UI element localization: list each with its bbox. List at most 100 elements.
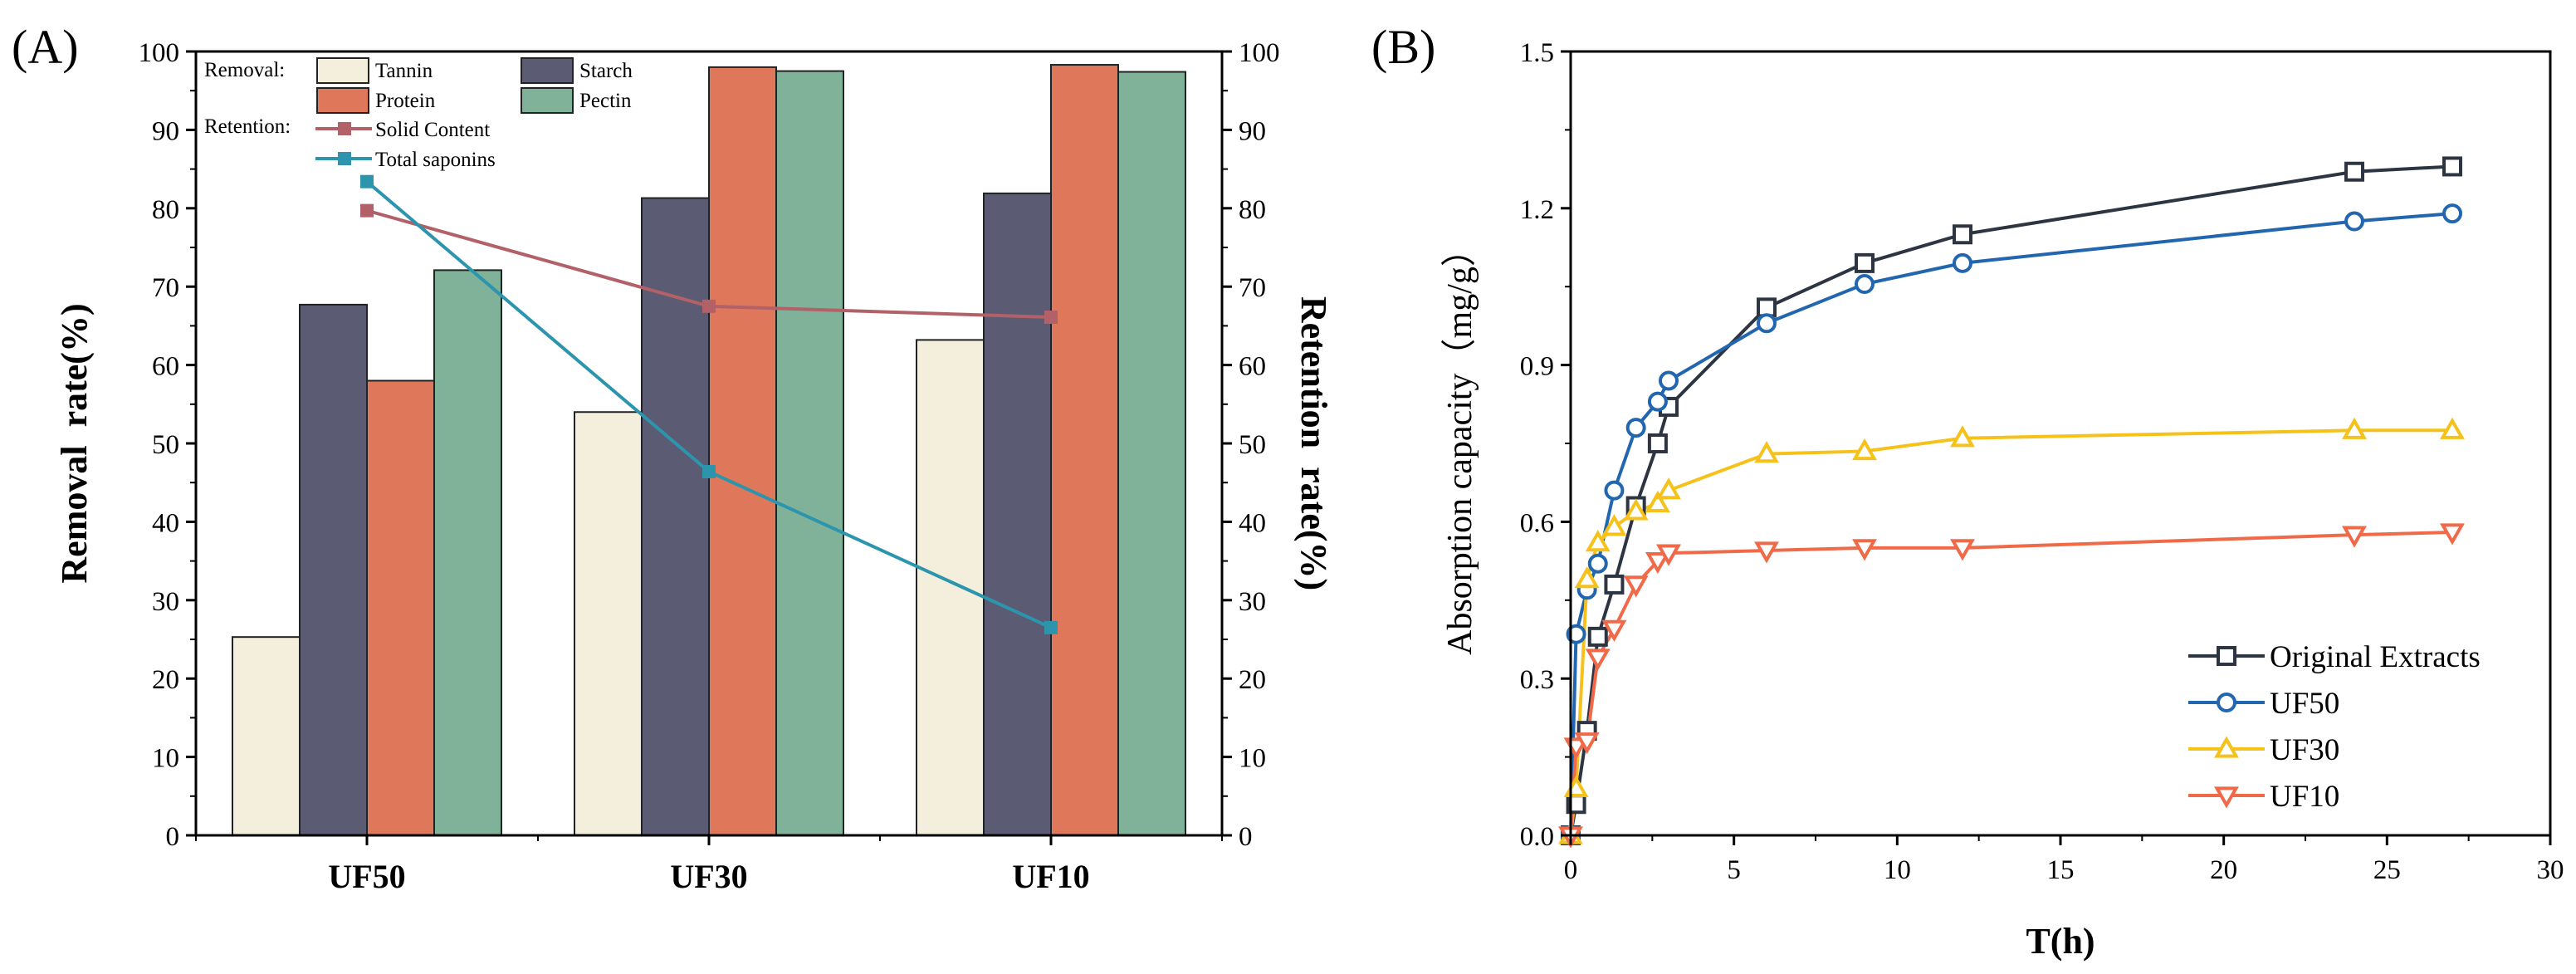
x-tick-label: 20 <box>2210 855 2237 885</box>
point-uf10 <box>1645 551 1670 575</box>
legend-marker-original <box>2217 646 2236 666</box>
right-tick-label: 20 <box>1239 665 1266 695</box>
y-tick-label: 1.5 <box>1520 38 1554 68</box>
point-uf30 <box>1574 566 1600 589</box>
right-tick-label: 90 <box>1239 116 1266 146</box>
point-uf50 <box>1566 624 1586 644</box>
point-uf30 <box>1754 441 1779 463</box>
retention-lines-group <box>360 174 1058 634</box>
point-uf30 <box>1623 498 1649 521</box>
legend-a: Removal: Retention: Tannin Starch Protein P… <box>204 57 633 171</box>
y-axis-ticks: 0.0 0.3 0.6 0.9 1.2 1.5 <box>1520 38 1571 852</box>
legend-swatch-pectin <box>521 87 574 114</box>
left-tick-label: 100 <box>139 38 180 68</box>
bar-starch-uf30 <box>641 197 710 836</box>
category-labels: UF50 UF30 UF10 <box>195 835 1223 895</box>
legend-swatch-protein <box>316 87 369 114</box>
legend-label-starch: Starch <box>579 60 633 82</box>
left-tick-label: 70 <box>152 273 179 303</box>
point-uf10 <box>1754 541 1779 564</box>
point-uf30 <box>1656 477 1681 500</box>
left-tick-label: 80 <box>152 195 179 225</box>
point-uf10 <box>1852 539 1877 561</box>
left-tick-label: 50 <box>152 430 179 460</box>
left-tick-label: 20 <box>152 665 179 695</box>
right-tick-label: 80 <box>1239 195 1266 225</box>
legend-b: Original Extracts UF50 UF30 UF10 <box>2188 640 2481 814</box>
right-axis-ticks: 0 10 20 30 40 50 60 70 80 90 100 <box>1222 38 1280 852</box>
legend-label-pectin: Pectin <box>579 90 632 112</box>
legend-marker-uf10 <box>2214 786 2239 809</box>
point-uf30 <box>1601 514 1627 536</box>
point-uf30 <box>1852 438 1877 461</box>
category-label: UF30 <box>670 858 747 895</box>
point-uf50 <box>1587 553 1608 574</box>
point-original <box>1604 574 1625 595</box>
y-tick-label: 0.3 <box>1520 665 1554 695</box>
point-uf50 <box>2344 211 2364 232</box>
right-tick-label: 0 <box>1239 822 1253 852</box>
point-uf10 <box>1585 649 1611 671</box>
legend-marker-uf50 <box>2217 693 2236 712</box>
bar-pectin-uf30 <box>775 70 844 837</box>
x-axis-ticks: 0 5 10 15 20 25 30 <box>1564 835 2564 885</box>
series-lines-group <box>1558 156 2465 849</box>
legend-label-uf50: UF50 <box>2270 687 2339 721</box>
right-tick-label: 40 <box>1239 508 1266 538</box>
point-uf10 <box>1574 732 1600 755</box>
y-tick-label: 1.2 <box>1520 195 1554 225</box>
right-tick-label: 70 <box>1239 273 1266 303</box>
point-uf10 <box>1601 619 1627 642</box>
x-tick-label: 0 <box>1564 855 1578 885</box>
point-uf30 <box>1950 425 1975 448</box>
panel-b-label: (B) <box>1371 20 1435 74</box>
x-tick-label: 15 <box>2047 855 2075 885</box>
y-tick-label: 0.6 <box>1520 508 1554 538</box>
legend-label-solid_content: Solid Content <box>375 119 490 141</box>
left-tick-label: 40 <box>152 508 179 538</box>
point-solid_content-uf10 <box>1044 311 1058 325</box>
point-original <box>1647 433 1668 453</box>
right-tick-label: 50 <box>1239 430 1266 460</box>
x-tick-label: 5 <box>1727 855 1741 885</box>
x-tick-label: 25 <box>2373 855 2401 885</box>
bar-starch-uf50 <box>299 303 368 836</box>
point-solid_content-uf50 <box>360 203 374 218</box>
left-tick-label: 0 <box>166 822 180 852</box>
legend-label-total_saponins: Total saponins <box>375 149 496 171</box>
legend-retention-label: Retention: <box>204 115 291 138</box>
legend-swatch-tannin <box>316 57 369 84</box>
legend-label-tannin: Tannin <box>375 60 433 82</box>
point-original <box>2442 156 2462 177</box>
point-uf10 <box>2342 526 2367 548</box>
line-uf30 <box>1569 428 2452 836</box>
point-total_saponins-uf50 <box>360 174 374 188</box>
point-original <box>1855 252 1875 273</box>
y-tick-label: 0.0 <box>1520 822 1554 852</box>
panel-a-chart: 0 10 20 30 40 50 60 70 80 90 100 0 10 20 30 40 50 60 70 80… <box>54 38 1334 895</box>
bar-starch-uf10 <box>983 192 1052 836</box>
point-uf50 <box>2442 203 2462 224</box>
left-tick-label: 90 <box>152 116 179 146</box>
bar-tannin-uf30 <box>574 411 643 836</box>
point-uf50 <box>1855 274 1875 295</box>
bar-protein-uf10 <box>1050 64 1119 837</box>
point-original <box>1953 224 1972 245</box>
point-uf30 <box>2342 417 2367 439</box>
point-uf50 <box>1625 418 1646 438</box>
legend-label-uf30: UF30 <box>2270 733 2339 767</box>
legend-marker-total_saponins <box>338 152 351 165</box>
legend-marker-uf30 <box>2214 736 2239 758</box>
bar-pectin-uf50 <box>433 269 502 837</box>
point-uf50 <box>1953 252 1972 273</box>
point-uf30 <box>2440 417 2465 439</box>
x-tick-label: 10 <box>1884 855 1911 885</box>
bar-tannin-uf50 <box>232 636 301 837</box>
point-uf10 <box>1656 544 1681 566</box>
left-tick-label: 30 <box>152 587 179 617</box>
point-uf50 <box>1659 370 1679 391</box>
right-tick-label: 100 <box>1239 38 1280 68</box>
point-uf50 <box>1757 313 1777 334</box>
legend-label-original: Original Extracts <box>2270 640 2481 674</box>
bar-tannin-uf10 <box>916 339 985 836</box>
